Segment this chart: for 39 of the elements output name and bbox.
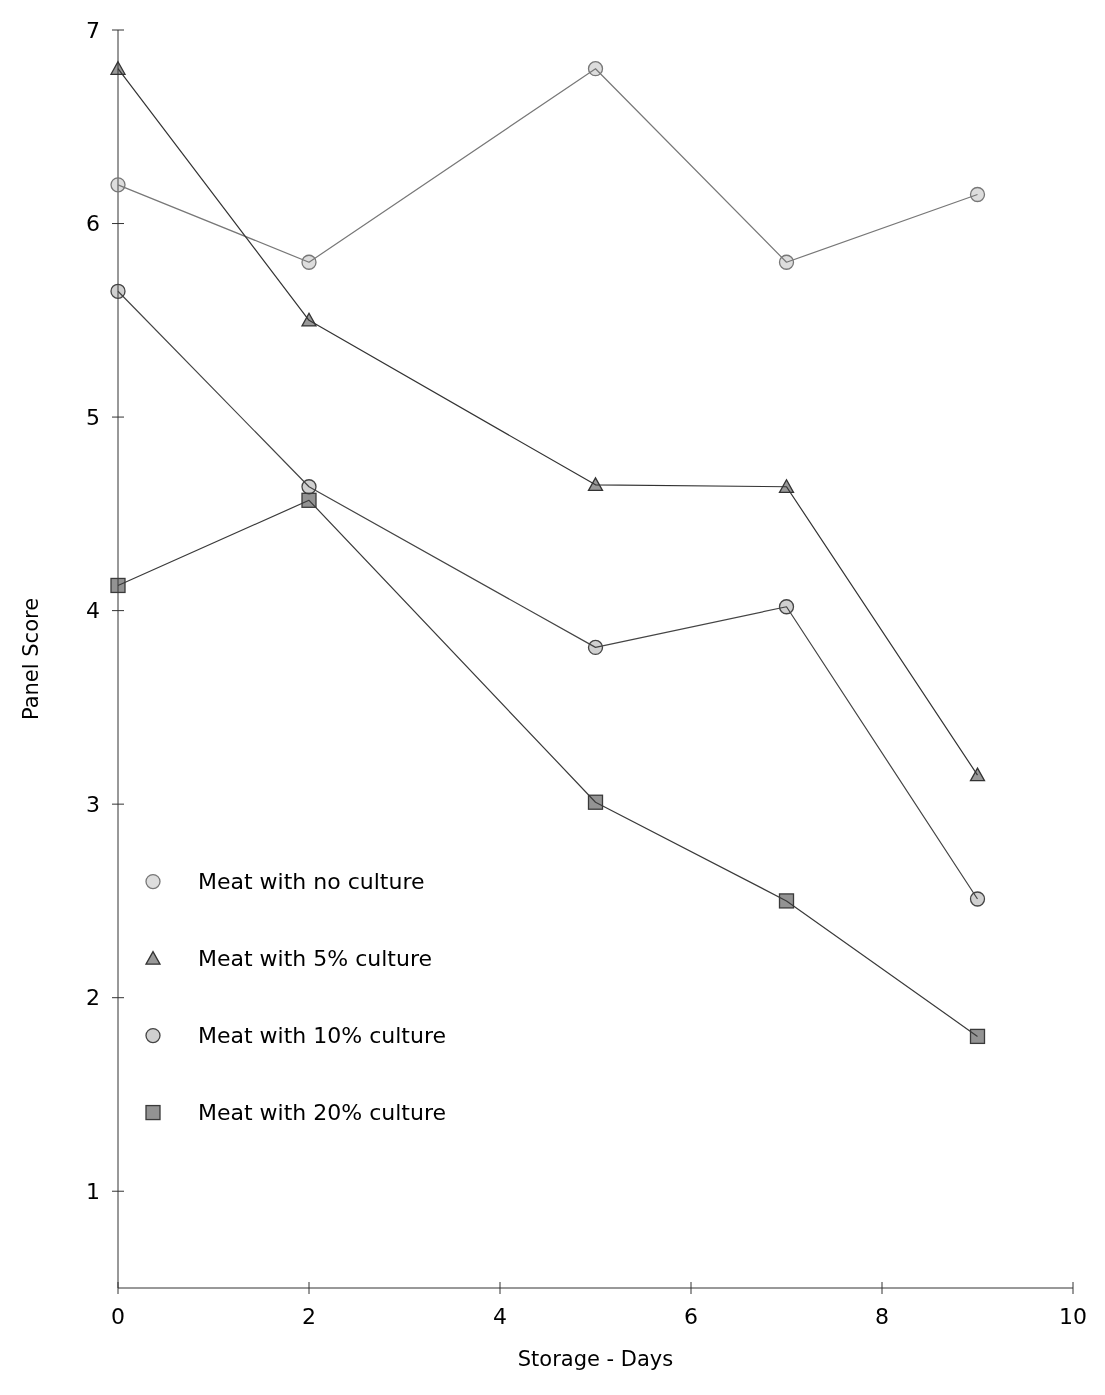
point bbox=[778, 479, 795, 493]
point bbox=[587, 61, 604, 77]
point bbox=[778, 254, 795, 270]
y-tick-label: 3 bbox=[86, 791, 100, 817]
y-tick-label: 5 bbox=[86, 404, 100, 430]
legend-label: Meat with 5% culture bbox=[198, 946, 432, 972]
x-tick-label: 6 bbox=[684, 1304, 698, 1329]
y-tick-label: 7 bbox=[86, 17, 100, 43]
point bbox=[587, 477, 604, 492]
point bbox=[301, 479, 317, 495]
point bbox=[110, 577, 126, 594]
point bbox=[110, 61, 126, 75]
legend-label: Meat with 20% culture bbox=[198, 1100, 446, 1126]
x-tick-label: 8 bbox=[875, 1304, 889, 1329]
point bbox=[110, 283, 126, 299]
y-tick-label: 4 bbox=[86, 598, 100, 624]
y-tick-label: 1 bbox=[86, 1178, 100, 1204]
y-tick-label: 6 bbox=[86, 211, 100, 237]
x-axis-title: Storage - Days bbox=[517, 1347, 674, 1371]
y-tick-label: 2 bbox=[86, 985, 100, 1011]
legend-label: Meat with no culture bbox=[198, 869, 425, 895]
x-tick-label: 4 bbox=[493, 1304, 507, 1329]
point bbox=[969, 891, 986, 907]
legend-label: Meat with 10% culture bbox=[198, 1023, 446, 1049]
point bbox=[778, 599, 795, 615]
point bbox=[969, 186, 986, 203]
point bbox=[969, 767, 986, 782]
point bbox=[301, 312, 317, 327]
point bbox=[301, 492, 317, 508]
point bbox=[301, 254, 317, 270]
x-tick-label: 0 bbox=[111, 1304, 125, 1329]
x-tick-label: 2 bbox=[302, 1304, 316, 1329]
point bbox=[587, 639, 604, 656]
y-axis-title: Panel Score bbox=[19, 597, 43, 721]
x-tick-label: 10 bbox=[1059, 1304, 1087, 1329]
point bbox=[587, 794, 604, 810]
point bbox=[110, 177, 126, 193]
point bbox=[969, 1028, 986, 1045]
point bbox=[778, 893, 795, 909]
